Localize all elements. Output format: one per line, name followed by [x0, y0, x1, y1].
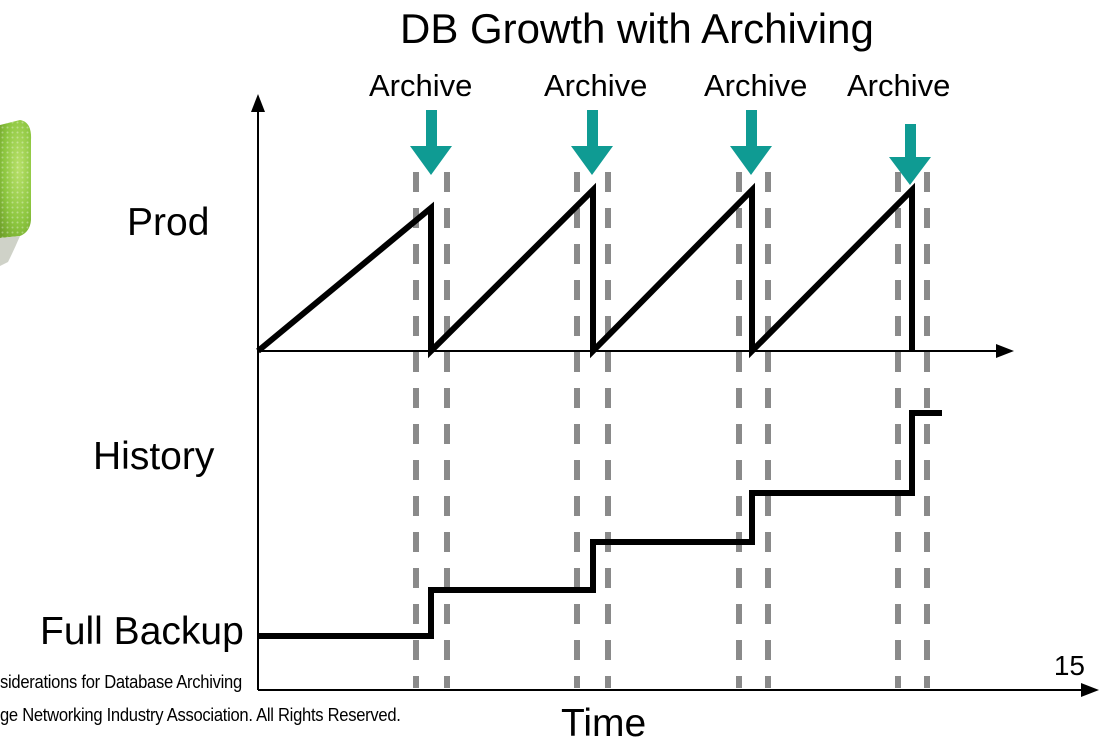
archive-arrow-2 — [571, 110, 613, 175]
footer-line-2: ge Networking Industry Association. All … — [0, 705, 401, 725]
footer-line-1: siderations for Database Archiving — [0, 672, 242, 692]
prod-growth-line — [256, 182, 915, 359]
prod-label: Prod — [127, 201, 210, 244]
x-axis-prod-arrowhead — [996, 344, 1014, 358]
archive-guide-lines — [413, 172, 930, 688]
x-axis-time-arrowhead — [1081, 683, 1099, 697]
page-number: 15 — [1053, 650, 1085, 681]
history-label: History — [93, 435, 215, 478]
y-axis-arrowhead — [251, 94, 265, 112]
archive-label-2: Archive — [544, 68, 648, 103]
archive-label-4: Archive — [847, 68, 951, 103]
axes — [251, 94, 1099, 697]
time-axis-label: Time — [561, 702, 647, 745]
archive-arrow-4 — [889, 124, 931, 185]
history-step-line — [258, 410, 942, 639]
archive-arrow-1 — [410, 110, 452, 175]
archive-label-1: Archive — [369, 68, 473, 103]
archive-arrow-3 — [730, 110, 772, 175]
archive-arrows — [410, 110, 931, 185]
logo-fragment — [0, 120, 32, 266]
slide-title: DB Growth with Archiving — [400, 5, 874, 52]
full-backup-label: Full Backup — [40, 610, 244, 653]
archive-label-3: Archive — [704, 68, 808, 103]
